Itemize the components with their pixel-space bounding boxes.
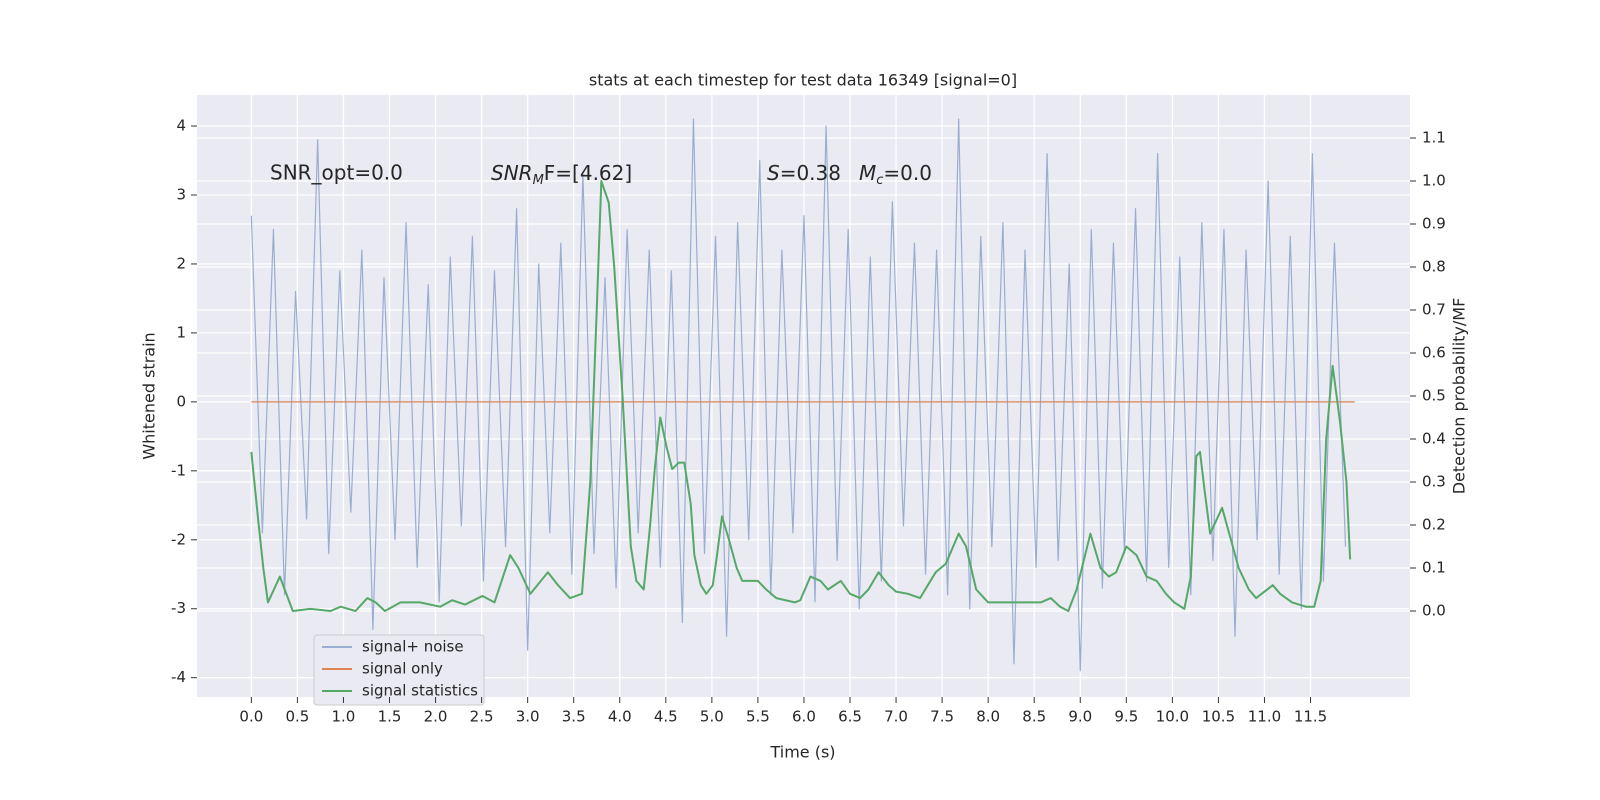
x-tick-label: 6.5	[838, 708, 862, 726]
chart-title: stats at each timestep for test data 163…	[589, 71, 1017, 90]
x-tick-label: 10.5	[1202, 708, 1235, 726]
y2-axis-label: Detection probability/MF	[1450, 298, 1469, 495]
annotation-part: F=[4.62]	[544, 161, 632, 185]
y-axis-label: Whitened strain	[140, 332, 159, 459]
y2-tick-label: 0.4	[1422, 430, 1446, 448]
x-tick-label: 4.5	[654, 708, 678, 726]
x-tick-label: 9.0	[1068, 708, 1092, 726]
x-tick-label: 5.5	[746, 708, 770, 726]
x-tick-label: 11.5	[1294, 708, 1327, 726]
annotation-part: M	[859, 161, 876, 185]
y2-tick-label: 0.8	[1422, 258, 1446, 276]
y-tick-label: 0	[176, 392, 186, 410]
x-tick-label: 7.0	[884, 708, 908, 726]
x-tick-label: 10.0	[1156, 708, 1189, 726]
x-tick-label: 3.0	[516, 708, 540, 726]
x-tick-label: 11.0	[1248, 708, 1281, 726]
x-tick-label: 6.0	[792, 708, 816, 726]
y-tick-label: -2	[171, 530, 186, 548]
series-line	[250, 180, 1352, 612]
y2-tick-label: 0.3	[1422, 473, 1446, 491]
y2-tick-label: 1.1	[1422, 129, 1446, 147]
x-tick-label: 2.5	[470, 708, 494, 726]
marks	[250, 118, 1355, 672]
annotation-part: M	[533, 173, 544, 188]
y2-tick-label: 0.5	[1422, 387, 1446, 405]
y2-tick-label: 1.0	[1422, 172, 1446, 190]
legend: signal+ noise signal only signal statistic…	[313, 634, 485, 706]
x-tick-label: 1.5	[378, 708, 402, 726]
x-tick-label: 8.0	[976, 708, 1000, 726]
x-axis-label: Time (s)	[769, 743, 835, 762]
annotation-part: S	[767, 161, 780, 185]
y2-tick-label: 0.9	[1422, 215, 1446, 233]
annotation: Mc=0.0	[859, 161, 932, 188]
annotation-part: =0.0	[883, 161, 932, 185]
legend-label: signal statistics	[362, 682, 478, 700]
annotation-part: SNR	[491, 161, 533, 185]
x-tick-label: 2.0	[424, 708, 448, 726]
series-line	[250, 118, 1347, 672]
y-tick-label: -1	[171, 461, 186, 479]
y2-tick-label: 0.0	[1422, 602, 1446, 620]
y-tick-label: 3	[176, 185, 186, 203]
annotation: SNR_opt=0.0	[270, 161, 403, 185]
y2-tick-label: 0.1	[1422, 559, 1446, 577]
x-tick-label: 5.0	[700, 708, 724, 726]
y-tick-label: 1	[176, 323, 186, 341]
y-tick-label: -4	[171, 668, 186, 686]
y-tick-label: 2	[176, 254, 186, 272]
x-tick-label: 0.0	[239, 708, 263, 726]
x-tick-label: 8.5	[1022, 708, 1046, 726]
y2-tick-label: 0.6	[1422, 344, 1446, 362]
x-tick-label: 9.5	[1114, 708, 1138, 726]
annotation-part: c	[876, 173, 883, 188]
x-tick-label: 0.5	[285, 708, 309, 726]
x-tick-label: 4.0	[608, 708, 632, 726]
annotation-part: =0.38	[780, 161, 841, 185]
y2-tick-label: 0.7	[1422, 301, 1446, 319]
annotation: S=0.38	[767, 161, 841, 185]
y2-tick-label: 0.2	[1422, 516, 1446, 534]
legend-label: signal only	[362, 660, 443, 678]
annotation: SNRMF=[4.62]	[491, 161, 632, 188]
legend-label: signal+ noise	[362, 638, 464, 656]
legend-box	[313, 634, 485, 706]
y-tick-label: 4	[176, 117, 186, 135]
y-tick-label: -3	[171, 599, 186, 617]
x-tick-label: 7.5	[930, 708, 954, 726]
grid	[197, 95, 1410, 697]
x-tick-label: 3.5	[562, 708, 586, 726]
x-tick-label: 1.0	[332, 708, 356, 726]
